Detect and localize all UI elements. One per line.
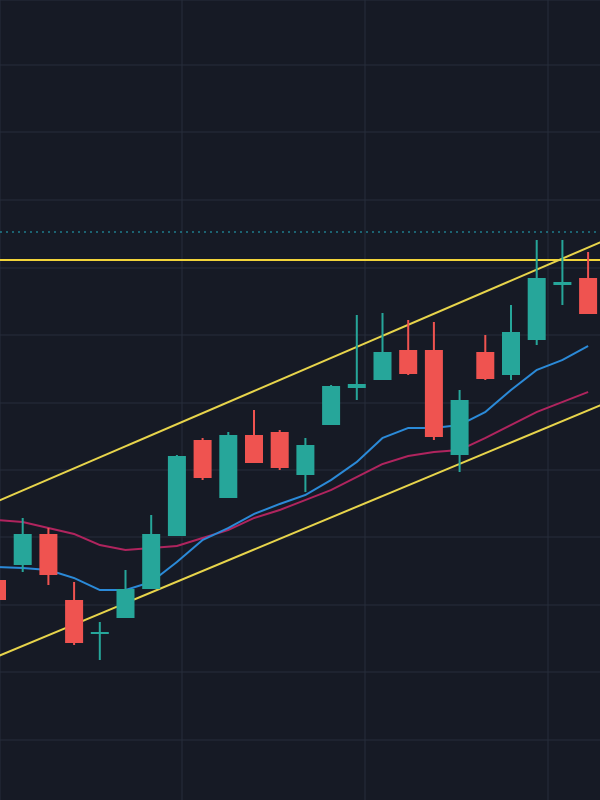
candle-body	[13, 534, 32, 565]
candle-body	[0, 580, 6, 600]
candle-16[interactable]	[399, 320, 418, 375]
candle-23[interactable]	[579, 252, 598, 314]
candle-body	[476, 352, 495, 379]
candle-10[interactable]	[245, 410, 263, 463]
candle-body	[270, 432, 289, 468]
candle-9[interactable]	[219, 432, 238, 498]
candle-8[interactable]	[193, 438, 212, 480]
candle-body	[90, 632, 109, 634]
channel-upper-line[interactable]	[0, 241, 600, 507]
candle-1[interactable]	[13, 518, 32, 572]
candles	[0, 240, 598, 660]
candle-19[interactable]	[476, 335, 495, 380]
candle-body	[296, 445, 315, 475]
candle-body	[579, 278, 598, 314]
candle-21[interactable]	[527, 240, 546, 345]
trend-channel	[0, 241, 600, 662]
candle-20[interactable]	[502, 305, 520, 380]
candle-body	[65, 600, 84, 643]
candle-body	[450, 400, 469, 455]
candle-body	[116, 589, 135, 618]
candle-22[interactable]	[553, 240, 572, 305]
moving-averages	[0, 345, 589, 591]
candle-12[interactable]	[296, 438, 315, 492]
candle-body	[142, 534, 161, 589]
candle-body	[373, 352, 392, 380]
candle-0[interactable]	[0, 572, 6, 600]
candle-body	[167, 456, 186, 536]
candle-11[interactable]	[270, 430, 289, 470]
candle-body	[322, 386, 341, 425]
candle-body	[245, 435, 263, 463]
candle-body	[347, 384, 366, 388]
candle-body	[502, 332, 520, 375]
candle-body	[39, 534, 58, 575]
candle-17[interactable]	[424, 322, 443, 440]
candle-2[interactable]	[39, 528, 58, 585]
candle-13[interactable]	[322, 385, 341, 425]
candle-3[interactable]	[65, 582, 84, 645]
channel-lower-line[interactable]	[0, 404, 600, 662]
candle-5[interactable]	[116, 570, 135, 618]
candle-15[interactable]	[373, 313, 392, 380]
candle-body	[553, 282, 572, 285]
candle-7[interactable]	[167, 455, 186, 536]
candle-body	[527, 278, 546, 340]
horizontal-levels	[0, 231, 600, 261]
candle-6[interactable]	[142, 515, 161, 589]
candle-body	[399, 350, 418, 374]
ma-fast-line	[0, 345, 589, 591]
candle-4[interactable]	[90, 622, 109, 660]
candle-body	[424, 350, 443, 437]
candle-body	[193, 440, 212, 478]
candle-14[interactable]	[347, 315, 366, 400]
candle-body	[219, 435, 238, 498]
candle-18[interactable]	[450, 390, 469, 472]
ma-slow-line	[0, 391, 589, 552]
